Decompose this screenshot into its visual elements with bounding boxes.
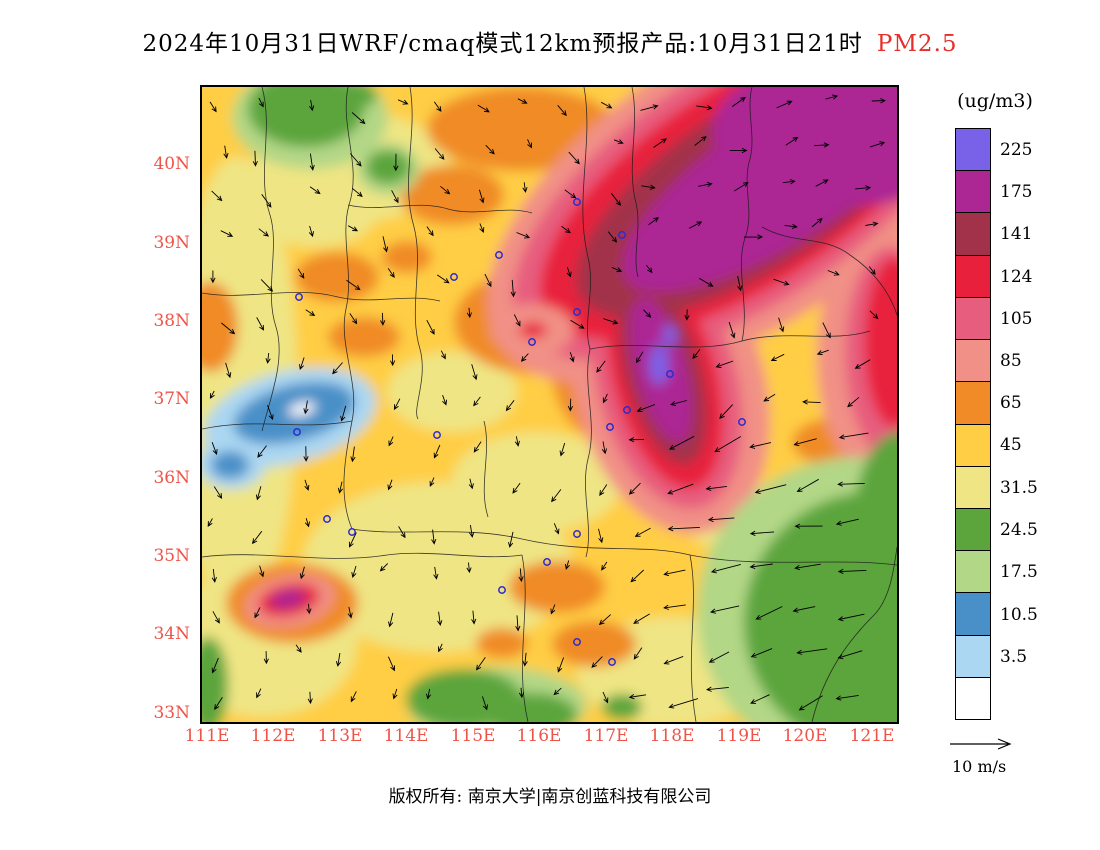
station-marker-layer: [293, 198, 746, 666]
pollutant-label: PM2.5: [876, 31, 958, 57]
colorbar-box: [956, 634, 990, 677]
colorbar-label: 124: [1000, 267, 1033, 287]
colorbar-box: [956, 339, 990, 382]
boundary-lines-layer: [202, 87, 897, 722]
colorbar-label: 17.5: [1000, 562, 1038, 582]
colorbar-label: 225: [1000, 140, 1033, 160]
pm25-contour-map: [200, 85, 899, 724]
colorbar-box: [956, 129, 990, 171]
colorbar-label: 3.5: [1000, 647, 1028, 667]
lat-label: 35N: [153, 546, 190, 566]
lon-label: 112E: [250, 726, 296, 746]
footer-copyright: 版权所有: 南京大学|南京创蓝科技有限公司: [388, 787, 712, 807]
lat-label: 39N: [153, 233, 190, 253]
wind-reference: 10 m/s: [948, 736, 1038, 776]
page-title: 2024年10月31日WRF/cmaq模式12km预报产品:10月31日21时 P…: [0, 24, 1100, 58]
colorbar-label: 24.5: [1000, 520, 1038, 540]
longitude-axis: 111E 112E 113E 114E 115E 116E 117E 118E …: [0, 726, 1100, 750]
colorbar-box: [956, 550, 990, 593]
forecast-title: 2024年10月31日WRF/cmaq模式12km预报产品:10月31日21时: [142, 31, 863, 57]
colorbar-label: 105: [1000, 309, 1033, 329]
lon-label: 114E: [383, 726, 429, 746]
wind-vector-layer: [207, 94, 886, 711]
colorbar-box: [956, 170, 990, 213]
colorbar-label: 31.5: [1000, 478, 1038, 498]
colorbar-box: [956, 676, 990, 720]
lon-label: 121E: [849, 726, 895, 746]
lat-label: 36N: [153, 468, 190, 488]
colorbar-box: [956, 254, 990, 297]
colorbar-label: 10.5: [1000, 605, 1038, 625]
colorbar-label: 85: [1000, 351, 1022, 371]
lon-label: 119E: [716, 726, 762, 746]
wind-ref-arrow-icon: [950, 738, 1012, 750]
colorbar-label: 65: [1000, 393, 1022, 413]
colorbar-box: [956, 212, 990, 255]
lon-label: 118E: [649, 726, 695, 746]
lat-label: 40N: [153, 154, 190, 174]
lon-label: 117E: [583, 726, 629, 746]
colorbar-box: [956, 296, 990, 340]
colorbar-labels: 225 175 141 124 105 85 65 45 31.5 24.5 1…: [1000, 128, 1080, 720]
colorbar-box: [956, 423, 990, 466]
colorbar-label: 45: [1000, 435, 1022, 455]
legend-unit-label: (ug/m3): [957, 90, 1033, 112]
colorbar-box: [956, 465, 990, 508]
colorbar-label: 175: [1000, 182, 1033, 202]
map-canvas: [200, 85, 899, 724]
latitude-axis: 40N 39N 38N 37N 36N 35N 34N 33N: [118, 0, 194, 850]
lon-label: 111E: [184, 726, 230, 746]
colorbar-box: [956, 592, 990, 635]
lon-label: 116E: [516, 726, 562, 746]
lat-label: 37N: [153, 389, 190, 409]
wind-ref-label: 10 m/s: [952, 757, 1007, 776]
lon-label: 113E: [317, 726, 363, 746]
lat-label: 34N: [153, 624, 190, 644]
colorbar: [955, 128, 991, 720]
lat-label: 33N: [153, 703, 190, 723]
colorbar-box: [956, 507, 990, 551]
colorbar-label: 141: [1000, 224, 1033, 244]
lon-label: 120E: [782, 726, 828, 746]
lat-label: 38N: [153, 311, 190, 331]
colorbar-box: [956, 381, 990, 424]
lon-label: 115E: [450, 726, 496, 746]
